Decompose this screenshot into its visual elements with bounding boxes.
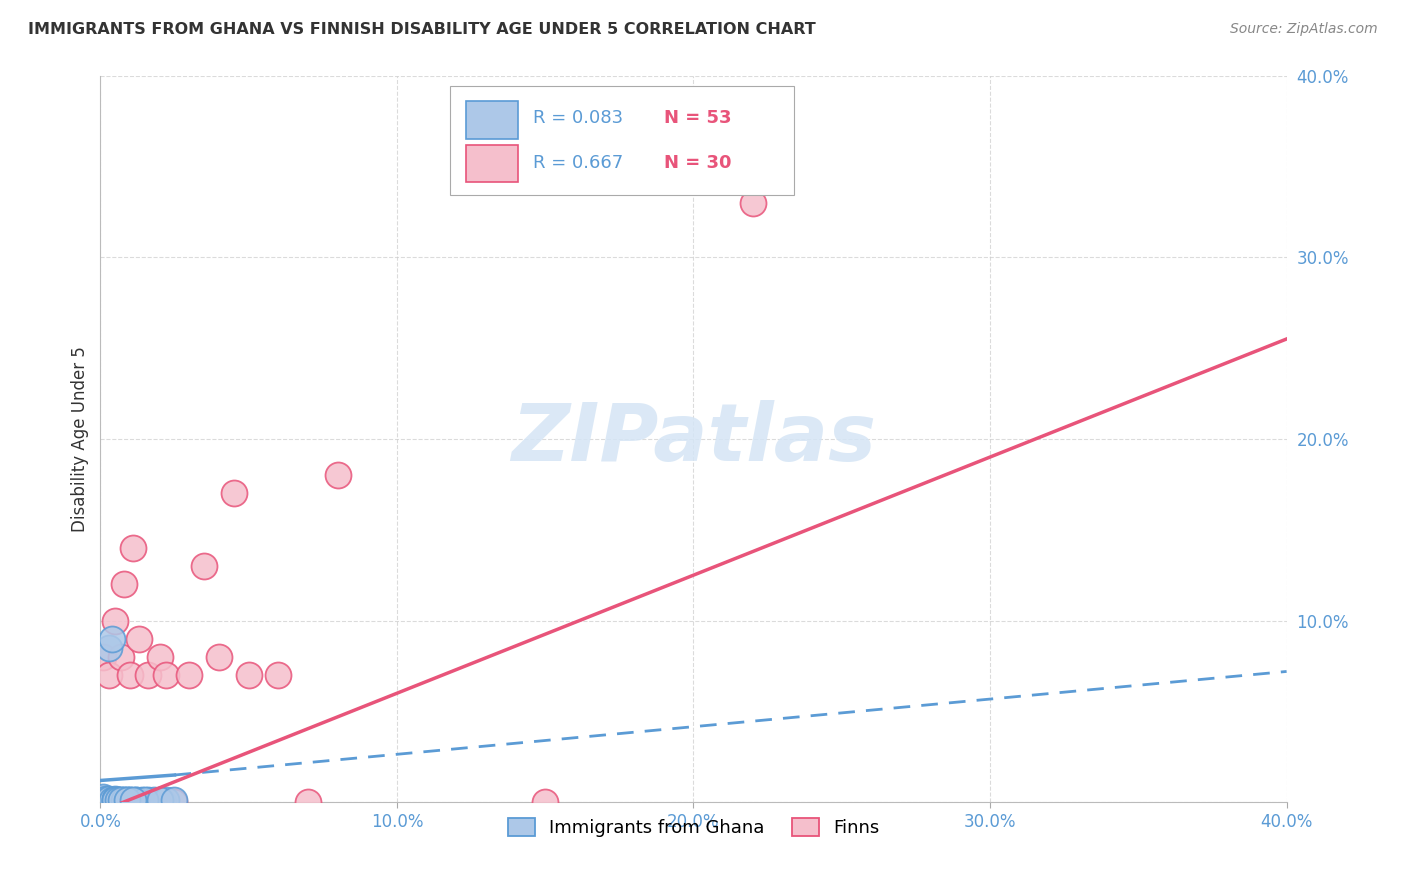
Point (107, 793, 129, 807)
Point (89, 795, 111, 809)
Point (155, 668, 177, 682)
Point (110, 795, 132, 809)
Text: ZIPatlas: ZIPatlas (510, 400, 876, 478)
FancyBboxPatch shape (465, 145, 517, 182)
Y-axis label: Disability Age Under 5: Disability Age Under 5 (72, 346, 89, 532)
Point (91, 649, 114, 664)
Point (131, 793, 153, 807)
Point (122, 541, 145, 555)
Point (136, 793, 159, 807)
Point (115, 793, 138, 807)
Point (163, 795, 186, 809)
Point (112, 795, 135, 809)
Point (222, 486, 245, 500)
Point (101, 795, 124, 809)
Point (104, 614, 127, 628)
Point (134, 793, 156, 807)
Text: IMMIGRANTS FROM GHANA VS FINNISH DISABILITY AGE UNDER 5 CORRELATION CHART: IMMIGRANTS FROM GHANA VS FINNISH DISABIL… (28, 22, 815, 37)
Point (98, 793, 121, 807)
Legend: Immigrants from Ghana, Finns: Immigrants from Ghana, Finns (501, 810, 887, 844)
Text: R = 0.083: R = 0.083 (533, 109, 623, 127)
Point (297, 795, 319, 809)
Point (139, 795, 162, 809)
Point (107, 795, 129, 809)
Point (104, 793, 127, 807)
Text: Source: ZipAtlas.com: Source: ZipAtlas.com (1230, 22, 1378, 37)
Point (741, 195, 763, 210)
Point (107, 793, 129, 807)
Point (98, 795, 121, 809)
Point (110, 793, 132, 807)
Point (122, 795, 145, 809)
Point (96, 795, 118, 809)
Point (128, 632, 150, 646)
Point (101, 793, 124, 807)
Point (115, 795, 138, 809)
Point (149, 649, 172, 664)
Point (98, 640, 121, 655)
Point (118, 795, 141, 809)
Point (91, 791, 114, 805)
Point (163, 793, 186, 807)
Point (118, 793, 141, 807)
Point (534, 795, 557, 809)
Point (96, 795, 118, 809)
Point (142, 793, 165, 807)
Point (110, 793, 132, 807)
Point (149, 793, 172, 807)
Point (193, 559, 215, 574)
Point (152, 795, 174, 809)
Point (136, 668, 159, 682)
FancyBboxPatch shape (450, 87, 794, 195)
Point (125, 793, 148, 807)
Point (142, 795, 165, 809)
Point (122, 793, 145, 807)
Point (112, 577, 135, 591)
Point (104, 791, 127, 805)
Point (91, 795, 114, 809)
Point (96, 791, 118, 805)
Point (267, 668, 290, 682)
Point (96, 793, 118, 807)
Text: N = 53: N = 53 (664, 109, 731, 127)
Point (89, 793, 111, 807)
Point (98, 668, 121, 682)
Point (101, 632, 124, 646)
Point (128, 795, 150, 809)
Point (208, 649, 231, 664)
Point (91, 789, 114, 804)
Point (98, 791, 121, 805)
Point (326, 468, 349, 483)
Point (115, 793, 138, 807)
Point (134, 795, 156, 809)
Point (89, 791, 111, 805)
Text: R = 0.667: R = 0.667 (533, 153, 624, 172)
Point (115, 795, 138, 809)
Point (91, 793, 114, 807)
Point (238, 668, 260, 682)
Point (112, 793, 135, 807)
Point (118, 793, 141, 807)
Point (145, 795, 167, 809)
Point (112, 793, 135, 807)
Point (125, 795, 148, 809)
Point (118, 668, 141, 682)
Point (134, 795, 156, 809)
Point (149, 793, 172, 807)
Point (104, 795, 127, 809)
Text: N = 30: N = 30 (664, 153, 731, 172)
FancyBboxPatch shape (465, 101, 517, 139)
Point (89, 795, 111, 809)
Point (104, 793, 127, 807)
Point (179, 668, 201, 682)
Point (125, 793, 148, 807)
Point (107, 795, 129, 809)
Point (101, 795, 124, 809)
Point (110, 649, 132, 664)
Point (155, 793, 177, 807)
